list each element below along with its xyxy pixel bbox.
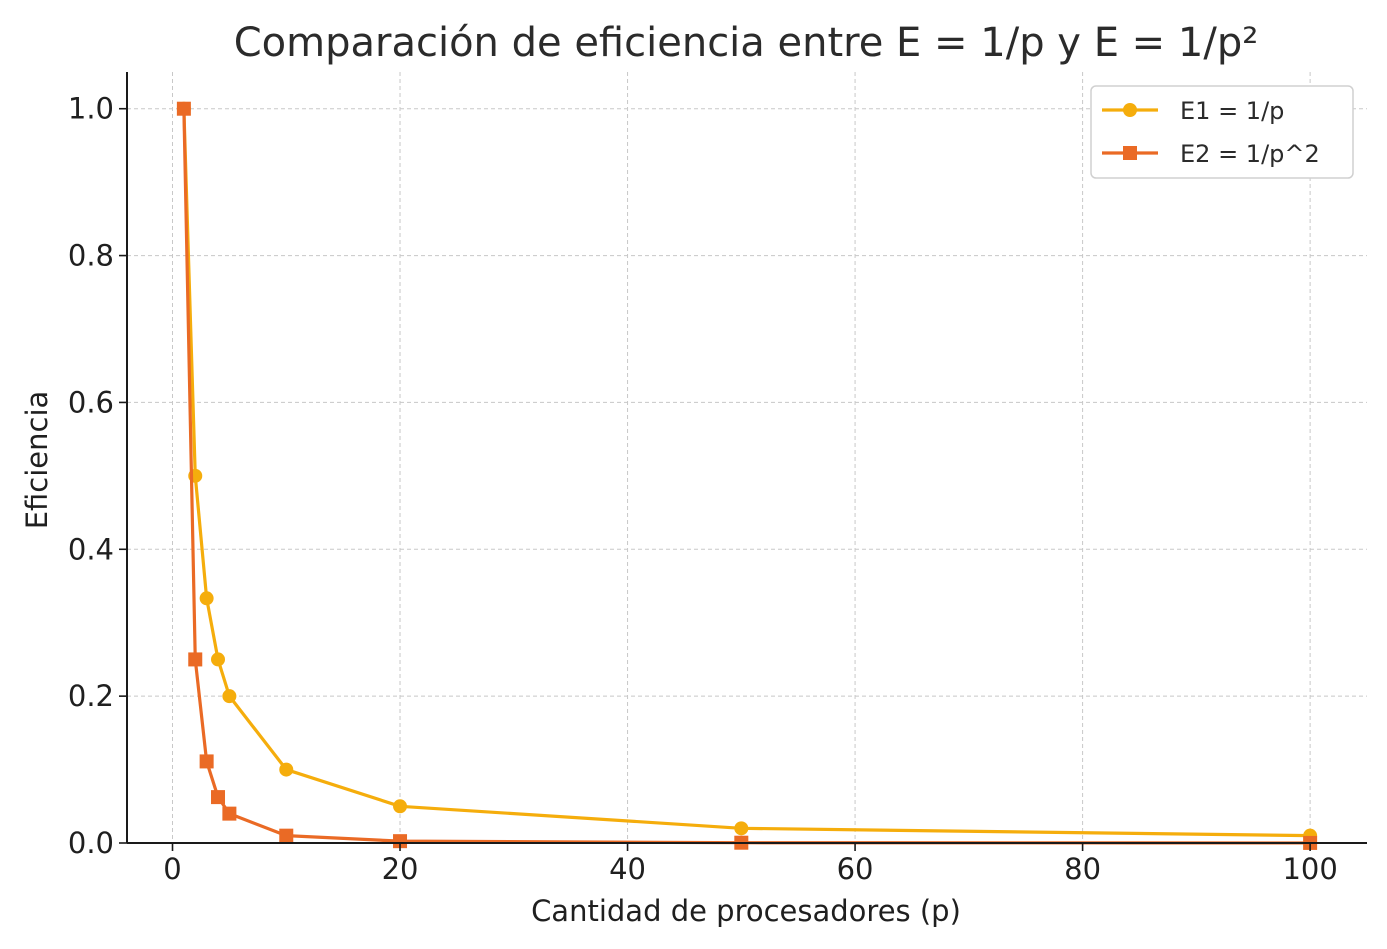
series-line bbox=[182, 108, 1311, 838]
legend-swatch-marker bbox=[1123, 103, 1137, 117]
legend-label: E2 = 1/p^2 bbox=[1180, 140, 1320, 168]
data-point bbox=[393, 834, 408, 849]
data-point bbox=[222, 689, 237, 704]
x-tick-label: 60 bbox=[837, 852, 874, 886]
x-tick-label: 40 bbox=[609, 852, 646, 886]
y-tick-label: 0.0 bbox=[68, 826, 114, 860]
series-layer bbox=[176, 101, 1318, 850]
legend: E1 = 1/p E2 = 1/p^2 bbox=[1090, 85, 1354, 179]
series-2 bbox=[176, 101, 1318, 850]
data-point bbox=[176, 101, 191, 116]
series-1 bbox=[176, 101, 1318, 843]
data-point bbox=[734, 821, 749, 836]
y-axis-title: Eficiencia bbox=[20, 391, 54, 530]
y-tick-label: 0.4 bbox=[68, 532, 114, 566]
legend-label: E1 = 1/p bbox=[1180, 97, 1284, 125]
data-point bbox=[393, 799, 408, 814]
legend-swatch-marker bbox=[1123, 146, 1137, 160]
chart-title: Comparación de eficiencia entre E = 1/p … bbox=[234, 20, 1259, 66]
data-point bbox=[279, 762, 294, 777]
y-tick-label: 0.8 bbox=[68, 239, 114, 273]
data-point bbox=[188, 652, 203, 667]
data-point bbox=[199, 591, 214, 606]
legend-item-1: E1 = 1/p bbox=[1102, 97, 1284, 125]
y-tick-label: 0.6 bbox=[68, 385, 114, 419]
data-point bbox=[222, 806, 237, 821]
y-tick-label: 1.0 bbox=[68, 92, 114, 126]
series-line bbox=[182, 108, 1311, 845]
x-tick-label: 80 bbox=[1064, 852, 1101, 886]
data-point bbox=[279, 828, 294, 843]
data-point bbox=[199, 754, 214, 769]
x-tick-label: 20 bbox=[382, 852, 419, 886]
axes: 0 20 40 60 80 100 0.0 0.2 0.4 0.6 0.8 1.0 bbox=[68, 72, 1367, 886]
y-tick-label: 0.2 bbox=[68, 679, 114, 713]
x-tick-label: 0 bbox=[163, 852, 181, 886]
x-axis-title: Cantidad de procesadores (p) bbox=[531, 894, 961, 928]
x-tick-label: 100 bbox=[1282, 852, 1337, 886]
data-point bbox=[211, 652, 226, 667]
grid bbox=[127, 72, 1367, 844]
data-point bbox=[211, 790, 226, 805]
legend-item-2: E2 = 1/p^2 bbox=[1102, 140, 1320, 168]
